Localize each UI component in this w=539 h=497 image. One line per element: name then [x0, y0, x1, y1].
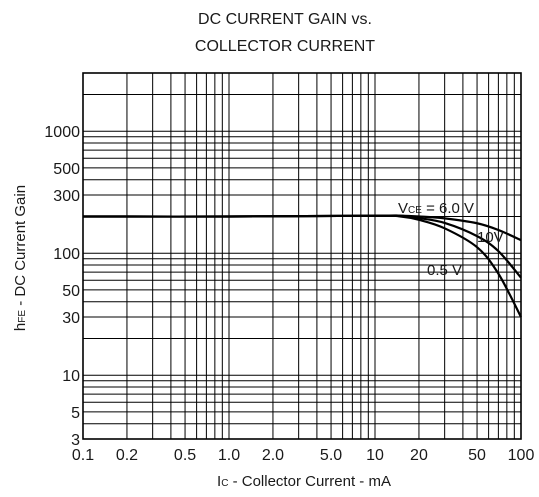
annotation-vce-6v-v: V	[398, 200, 408, 217]
annotation-vce-6v: VCE = 6.0 V	[398, 200, 474, 217]
y-tick-label: 100	[53, 246, 80, 263]
y-tick-label: 50	[62, 283, 80, 300]
chart-title-line-2: COLLECTOR CURRENT	[195, 38, 375, 55]
x-tick-label: 50	[468, 447, 486, 464]
y-tick-label: 300	[53, 188, 80, 205]
x-axis-label: IC - Collector Current - mA	[217, 473, 391, 490]
x-tick-label: 10	[366, 447, 384, 464]
x-tick-label: 5.0	[320, 447, 342, 464]
y-tick-label: 500	[53, 161, 80, 178]
y-tick-label: 30	[62, 310, 80, 327]
annotation-05v: 0.5 V	[427, 262, 462, 279]
x-tick-label: 1.0	[218, 447, 240, 464]
series-line-1	[82, 214, 522, 242]
grid-lines	[83, 73, 521, 439]
y-axis-label-rest: - DC Current Gain	[12, 185, 29, 310]
x-tick-label: 0.2	[116, 447, 138, 464]
chart-title-line-1: DC CURRENT GAIN vs.	[198, 11, 372, 28]
y-tick-label: 3	[71, 432, 80, 449]
plot-frame	[82, 72, 522, 440]
y-axis-label-h: h	[12, 323, 29, 331]
series-curves	[82, 214, 522, 318]
series-line-3	[82, 214, 522, 318]
annotation-10v: 10V	[477, 229, 504, 246]
y-axis-label: hFE - DC Current Gain	[12, 185, 29, 331]
x-tick-label: 100	[508, 447, 535, 464]
y-tick-label: 10	[62, 368, 80, 385]
x-axis-label-i: I	[217, 473, 221, 490]
x-tick-label: 2.0	[262, 447, 284, 464]
y-axis-label-sub: FE	[17, 310, 28, 323]
x-axis-label-rest: - Collector Current - mA	[228, 473, 391, 490]
annotation-vce-6v-sub: CE	[408, 205, 422, 216]
x-tick-label: 0.1	[72, 447, 94, 464]
annotation-vce-6v-rest: = 6.0 V	[422, 200, 474, 217]
x-tick-label: 20	[410, 447, 428, 464]
y-tick-label: 1000	[44, 124, 80, 141]
x-tick-label: 0.5	[174, 447, 196, 464]
x-axis-label-sub: C	[221, 478, 228, 489]
y-tick-labels: 3 5 10 30 50 100 300 500 1000	[44, 124, 80, 449]
y-tick-label: 5	[71, 405, 80, 422]
x-tick-labels: 0.1 0.2 0.5 1.0 2.0 5.0 10 20 50 100	[72, 447, 535, 464]
